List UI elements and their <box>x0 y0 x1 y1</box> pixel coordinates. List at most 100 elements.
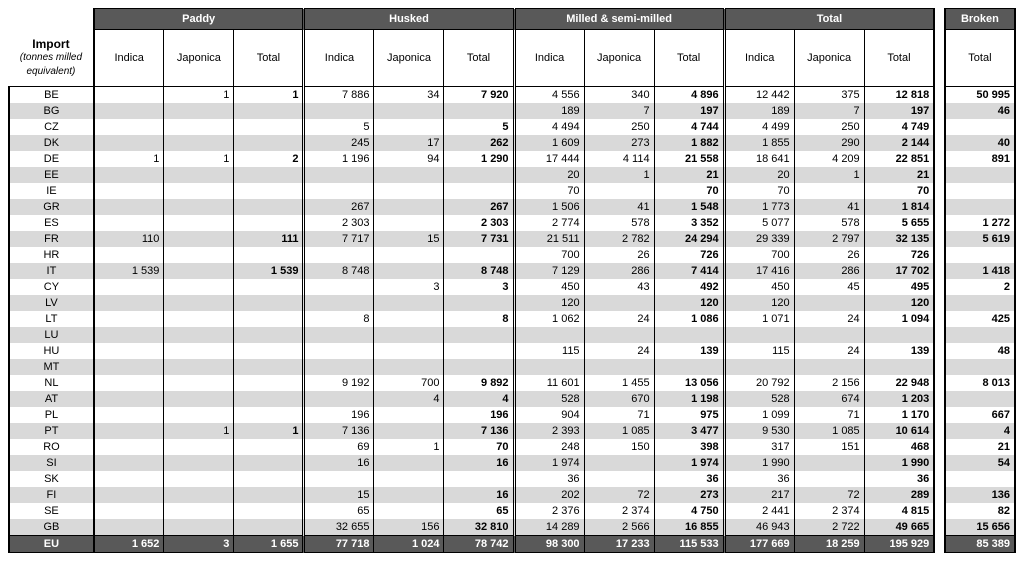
cell: 1 <box>164 151 234 167</box>
cell: 189 <box>514 103 584 119</box>
gap <box>934 151 945 167</box>
cell: 398 <box>654 439 724 455</box>
sub-husked-indica: Indica <box>304 30 374 87</box>
country-code: SI <box>9 455 94 471</box>
country-code: IE <box>9 183 94 199</box>
cell: 1 085 <box>794 423 864 439</box>
cell: 8 013 <box>945 375 1015 391</box>
cell <box>304 167 374 183</box>
cell <box>945 167 1015 183</box>
cell: 1 882 <box>654 135 724 151</box>
cell: 3 352 <box>654 215 724 231</box>
cell: 1 548 <box>654 199 724 215</box>
gap <box>934 103 945 119</box>
cell <box>164 215 234 231</box>
cell <box>374 423 444 439</box>
cell <box>234 487 304 503</box>
cell: 904 <box>514 407 584 423</box>
gap <box>934 279 945 295</box>
cell <box>164 327 234 343</box>
cell: 1 609 <box>514 135 584 151</box>
cell: 1 203 <box>864 391 934 407</box>
cell <box>234 279 304 295</box>
cell <box>945 183 1015 199</box>
cell: 3 477 <box>654 423 724 439</box>
cell <box>584 295 654 311</box>
cell: 375 <box>794 87 864 104</box>
cell: 22 948 <box>864 375 934 391</box>
cell: 528 <box>724 391 794 407</box>
country-code: FI <box>9 487 94 503</box>
gap <box>934 423 945 439</box>
gap <box>934 327 945 343</box>
cell <box>94 87 164 104</box>
cell <box>794 455 864 471</box>
cell: 48 <box>945 343 1015 359</box>
cell <box>234 135 304 151</box>
cell <box>654 359 724 375</box>
cell <box>164 455 234 471</box>
cell <box>234 311 304 327</box>
cell <box>304 471 374 487</box>
cell <box>164 519 234 536</box>
cell <box>374 327 444 343</box>
cell <box>374 455 444 471</box>
cell: 4 <box>945 423 1015 439</box>
cell: 528 <box>514 391 584 407</box>
cell <box>94 135 164 151</box>
cell: 8 <box>304 311 374 327</box>
cell: 20 <box>514 167 584 183</box>
cell: 4 499 <box>724 119 794 135</box>
cell: 1 <box>164 87 234 104</box>
cell: 197 <box>654 103 724 119</box>
cell <box>164 279 234 295</box>
cell: 1 024 <box>374 536 444 553</box>
cell: 273 <box>584 135 654 151</box>
sub-paddy-japonica: Japonica <box>164 30 234 87</box>
cell: 2 156 <box>794 375 864 391</box>
gap <box>934 391 945 407</box>
country-code: PL <box>9 407 94 423</box>
cell <box>945 391 1015 407</box>
country-code: DK <box>9 135 94 151</box>
cell: 21 <box>654 167 724 183</box>
cell <box>94 471 164 487</box>
cell: 286 <box>794 263 864 279</box>
country-code: BE <box>9 87 94 104</box>
cell <box>94 519 164 536</box>
cell <box>794 327 864 343</box>
cell: 700 <box>374 375 444 391</box>
cell <box>304 247 374 263</box>
country-code: FR <box>9 231 94 247</box>
cell: 1 272 <box>945 215 1015 231</box>
cell: 1 099 <box>724 407 794 423</box>
cell <box>945 359 1015 375</box>
cell <box>374 311 444 327</box>
table-row: DK 245 17 262 1 609 273 1 882 1 855 290 … <box>9 135 1015 151</box>
cell: 1 <box>164 423 234 439</box>
cell: 110 <box>94 231 164 247</box>
cell: 492 <box>654 279 724 295</box>
cell: 202 <box>514 487 584 503</box>
cell: 12 442 <box>724 87 794 104</box>
gap <box>934 263 945 279</box>
cell <box>304 327 374 343</box>
cell <box>374 247 444 263</box>
table-row: FR 110 111 7 717 15 7 731 21 511 2 782 2… <box>9 231 1015 247</box>
table-row: LU <box>9 327 1015 343</box>
sub-total-indica: Indica <box>724 30 794 87</box>
cell <box>234 343 304 359</box>
cell: 7 <box>794 103 864 119</box>
cell: 2 303 <box>304 215 374 231</box>
cell: 578 <box>794 215 864 231</box>
cell <box>164 407 234 423</box>
country-code: LV <box>9 295 94 311</box>
cell: 578 <box>584 215 654 231</box>
gap <box>934 471 945 487</box>
cell <box>444 247 514 263</box>
cell <box>724 327 794 343</box>
cell: 1 506 <box>514 199 584 215</box>
cell <box>94 119 164 135</box>
cell: 197 <box>864 103 934 119</box>
cell: 13 056 <box>654 375 724 391</box>
